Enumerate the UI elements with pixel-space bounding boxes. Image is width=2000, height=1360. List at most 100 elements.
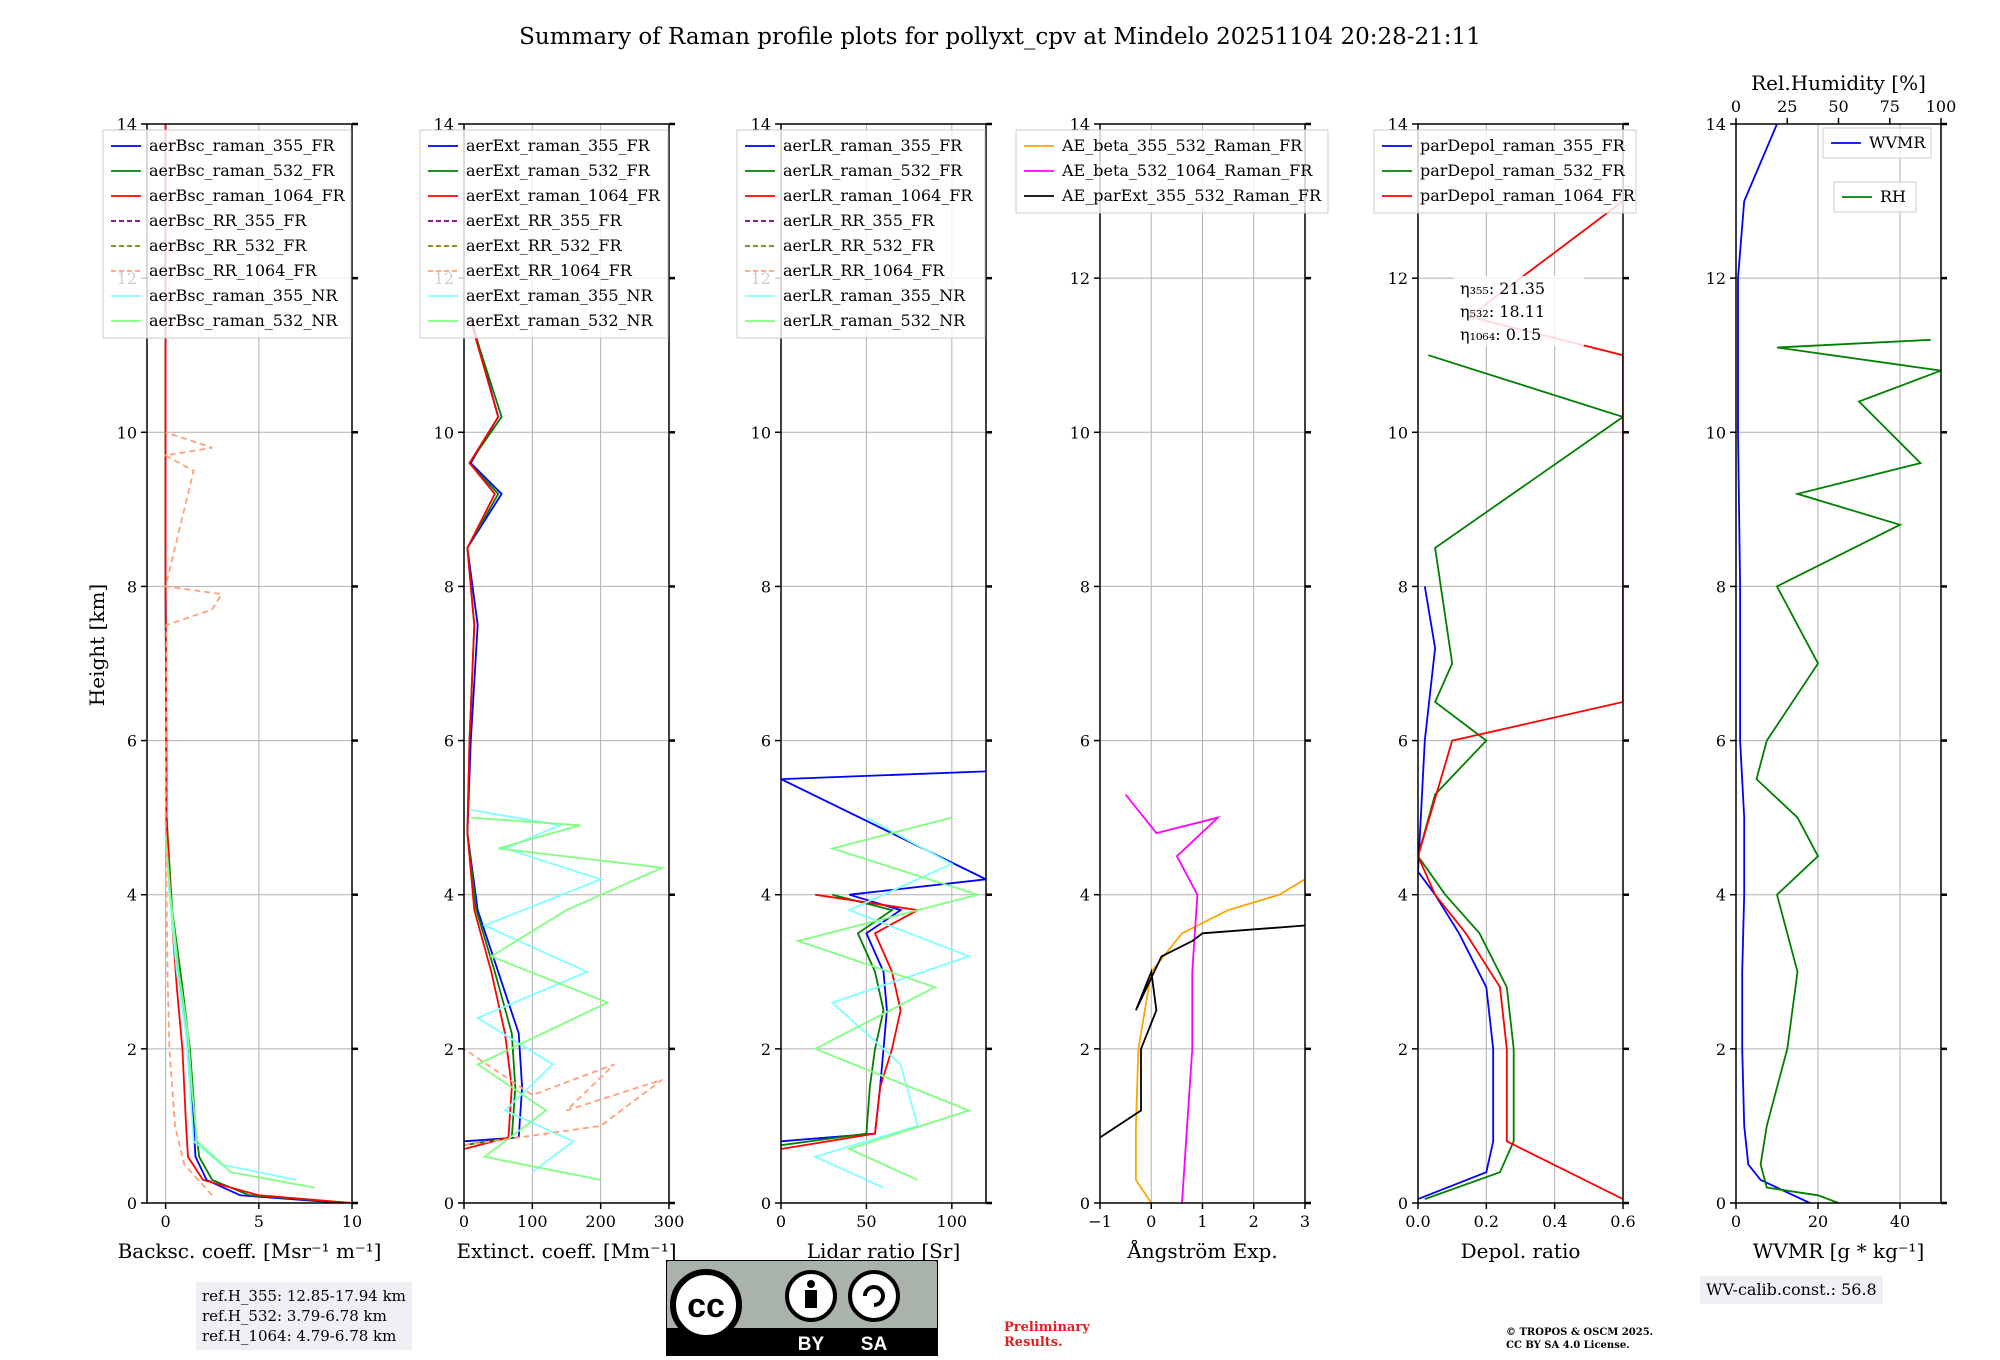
y-tick-label: 0 — [761, 1194, 771, 1213]
legend-entry: AE_beta_355_532_Raman_FR — [1061, 136, 1303, 155]
x2-tick-label: 100 — [1926, 97, 1957, 116]
x2-tick-label: 50 — [1828, 97, 1848, 116]
series-aerBsc_RR_1064_FR — [162, 431, 223, 1196]
x2-tick-label: 0 — [1731, 97, 1741, 116]
y-axis-label: Height [km] — [85, 584, 109, 706]
x-tick-label: 0.4 — [1542, 1212, 1567, 1231]
copyright-note: © TROPOS & OSCM 2025. CC BY SA 4.0 Licen… — [1506, 1326, 1653, 1352]
series-AE_beta_532_1064_Raman_FR — [1124, 793, 1222, 1203]
y-tick-label: 4 — [1716, 886, 1726, 905]
x-tick-label: 0.0 — [1405, 1212, 1430, 1231]
data-lines — [1100, 793, 1305, 1203]
share-alike-icon — [848, 1270, 900, 1322]
x-tick-label: 300 — [654, 1212, 685, 1231]
data-lines — [464, 316, 666, 1181]
legend-entry: aerBsc_raman_532_NR — [149, 311, 338, 330]
x-tick-label: 1 — [1197, 1212, 1207, 1231]
series-aerBsc_raman_532_NR — [164, 833, 315, 1189]
y-tick-label: 4 — [1398, 886, 1408, 905]
legend-box — [736, 129, 986, 339]
legend-entry: aerExt_RR_532_FR — [466, 236, 623, 255]
legend-entry: aerLR_raman_355_NR — [783, 286, 966, 305]
x-tick-label: 0 — [459, 1212, 469, 1231]
series-aerExt_raman_1064_FR — [464, 316, 513, 1150]
x-tick-label: 0.6 — [1610, 1212, 1635, 1231]
y-tick-label: 12 — [1388, 269, 1408, 288]
series-aerLR_raman_532_FR — [781, 893, 895, 1147]
plot-frame — [780, 123, 987, 1204]
y-tick-label: 2 — [444, 1040, 454, 1059]
y-tick-label: 0 — [127, 1194, 137, 1213]
x-axis-label: Backsc. coeff. [Msr⁻¹ m⁻¹] — [118, 1239, 382, 1263]
series-aerBsc_raman_1064_FR — [164, 124, 352, 1203]
x2-tick-label: 75 — [1880, 97, 1900, 116]
x-tick-label: 20 — [1808, 1212, 1828, 1231]
by-label: BY — [798, 1334, 825, 1355]
series-parDepol_raman_355_FR — [1418, 586, 1495, 1200]
panel-lr: 05010002468101214Lidar ratio [Sr]aerLR_r… — [736, 115, 992, 1263]
x-tick-label: 2 — [1249, 1212, 1259, 1231]
plot-frame — [146, 123, 353, 1204]
y-tick-label: 0 — [1716, 1194, 1726, 1213]
legend-box — [102, 129, 352, 339]
y-tick-label: 8 — [761, 577, 771, 596]
legend-entry: aerLR_raman_532_NR — [783, 311, 966, 330]
panel-wv: 0 20 40 0 2 4 6 8 10 12 14 WVMR [g * kg⁻¹] 0 25 50 75 10… — [1706, 71, 1957, 1263]
legend-entry: aerBsc_RR_355_FR — [149, 211, 307, 230]
series-WVMR — [1737, 124, 1811, 1203]
legend-entry: aerBsc_RR_1064_FR — [149, 261, 318, 280]
plot-frame — [1735, 123, 1942, 1204]
ref-height-532: ref.H_532: 3.79-6.78 km — [202, 1307, 387, 1325]
y-tick-label: 0 — [1398, 1194, 1408, 1213]
data-lines — [1418, 200, 1623, 1200]
y-tick-label: 2 — [1398, 1040, 1408, 1059]
y-tick-label: 6 — [1398, 732, 1408, 751]
series-aerLR_raman_1064_FR — [781, 893, 921, 1150]
legend: AE_beta_355_532_Raman_FR AE_beta_532_1064… — [1015, 129, 1329, 214]
series-parDepol_raman_1064_FR — [1418, 200, 1623, 1200]
legend-entry: AE_parExt_355_532_Raman_FR — [1061, 186, 1322, 205]
panel-bsc: 051002468101214Backsc. coeff. [Msr⁻¹ m⁻¹… — [102, 115, 382, 1263]
copyright-line-2: CC BY SA 4.0 License. — [1506, 1340, 1630, 1351]
y-tick-label: 14 — [1070, 115, 1090, 134]
x-tick-label: 0 — [1146, 1212, 1156, 1231]
legend-entry: aerExt_raman_355_FR — [466, 136, 651, 155]
legend-entry: aerBsc_raman_355_NR — [149, 286, 338, 305]
eta-value: η₁₀₆₄: 0.15 — [1460, 325, 1541, 344]
plot-frame — [463, 123, 670, 1204]
sa-label: SA — [861, 1334, 888, 1355]
y-tick-label: 2 — [761, 1040, 771, 1059]
reference-height-box: ref.H_355: 12.85-17.94 km ref.H_532: 3.7… — [196, 1282, 412, 1350]
legend-entry: aerBsc_raman_1064_FR — [149, 186, 346, 205]
x-tick-label: 200 — [585, 1212, 616, 1231]
x2-tick-label: 25 — [1777, 97, 1797, 116]
legend-entry: aerLR_raman_355_FR — [783, 136, 963, 155]
x-tick-label: 0.2 — [1474, 1212, 1499, 1231]
legend-entry: aerExt_raman_532_NR — [466, 311, 654, 330]
y-tick-label: 8 — [127, 577, 137, 596]
legend-entry: aerExt_RR_355_FR — [466, 211, 623, 230]
legend-entry: RH — [1880, 187, 1906, 206]
figure-title: Summary of Raman profile plots for polly… — [519, 24, 1481, 50]
legend-entry: aerExt_raman_1064_FR — [466, 186, 661, 205]
y-tick-label: 6 — [127, 732, 137, 751]
legend-box — [419, 129, 669, 339]
x-tick-label: 100 — [517, 1212, 548, 1231]
series-AE_parExt_355_532_Raman_FR — [1100, 924, 1305, 1139]
x-tick-label: 0 — [1731, 1212, 1741, 1231]
x-axis-label: WVMR [g * kg⁻¹] — [1753, 1239, 1925, 1263]
data-lines — [781, 770, 986, 1189]
y-tick-label: 2 — [127, 1040, 137, 1059]
legend-entry: aerExt_raman_532_FR — [466, 161, 651, 180]
legend: aerBsc_raman_355_FR aerBsc_raman_532_FRae… — [102, 129, 352, 339]
cc-logo-icon — [670, 1269, 742, 1341]
series-aerExt_raman_532_NR — [470, 816, 666, 1181]
x2-axis-label: Rel.Humidity [%] — [1751, 71, 1926, 95]
y-tick-label: 0 — [444, 1194, 454, 1213]
y-tick-label: 8 — [1080, 577, 1090, 596]
legend-entry: aerLR_raman_532_FR — [783, 161, 963, 180]
y-tick-label: 6 — [444, 732, 454, 751]
panel-dep: 0.0 0.2 0.4 0.6 0 2 4 6 8 10 12 14 Depol. ratio parDe… — [1373, 115, 1637, 1263]
legend-entry: aerBsc_RR_532_FR — [149, 236, 307, 255]
y-tick-label: 8 — [1398, 577, 1408, 596]
